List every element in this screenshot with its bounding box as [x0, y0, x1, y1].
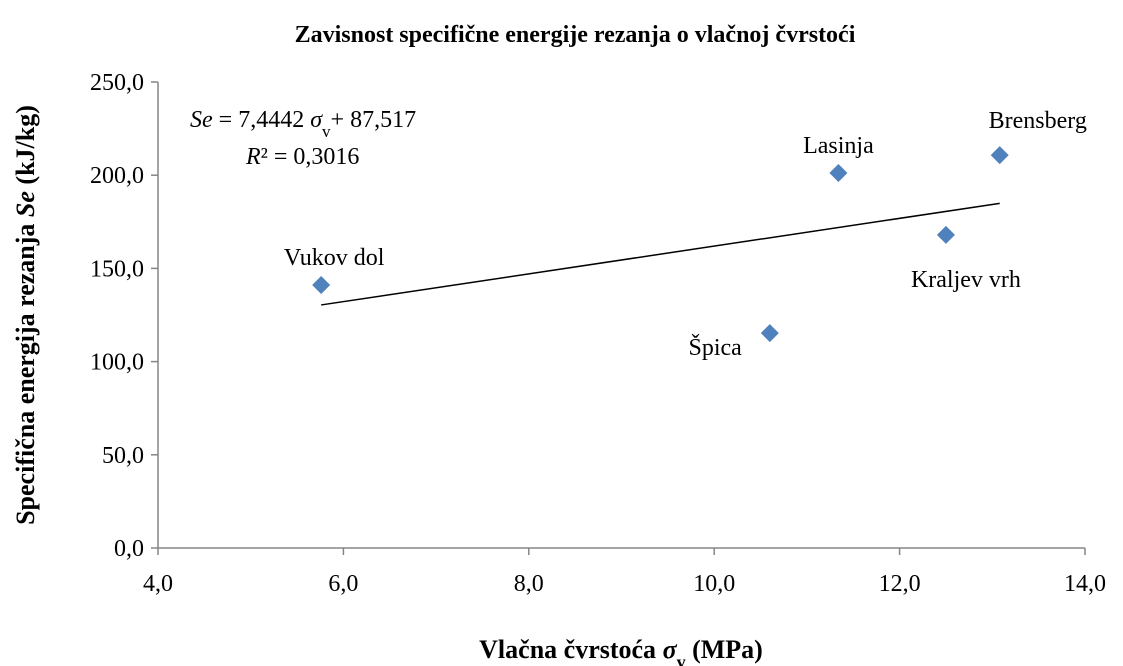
- x-tick-label: 12,0: [879, 571, 921, 597]
- y-tick-label: 250,0: [90, 70, 144, 96]
- trendline: [321, 202, 1000, 306]
- x-tick-label: 10,0: [693, 571, 735, 597]
- x-tick-label: 4,0: [143, 571, 173, 597]
- point: [936, 225, 955, 244]
- point-label: Kraljev vrh: [911, 267, 1021, 293]
- point: [760, 324, 779, 343]
- x-tick-label: 14,0: [1064, 571, 1106, 597]
- y-axis-label: Specifična energija rezanja Se (kJ/kg): [11, 105, 40, 525]
- y-tick-label: 50,0: [102, 443, 144, 469]
- point-label: Špica: [688, 334, 742, 361]
- point: [312, 275, 331, 294]
- x-axis-label: Vlačna čvrstoća σv (MPa): [479, 635, 763, 666]
- point-label: Vukov dol: [284, 245, 385, 271]
- trendline-r2: R² = 0,3016: [245, 144, 359, 170]
- x-tick-label: 6,0: [328, 571, 358, 597]
- y-tick-label: 0,0: [114, 536, 144, 562]
- y-tick-label: 100,0: [90, 350, 144, 376]
- y-tick-label: 200,0: [90, 163, 144, 189]
- x-tick-label: 8,0: [514, 571, 544, 597]
- chart-title: Zavisnost specifične energije rezanja o …: [295, 22, 856, 48]
- y-tick-label: 150,0: [90, 256, 144, 282]
- point: [829, 163, 848, 182]
- point-label: Lasinja: [803, 133, 874, 159]
- point-label: Brensberg: [989, 108, 1087, 134]
- trendline-equation: Se = 7,4442 σv+ 87,517: [190, 107, 416, 141]
- point: [990, 146, 1009, 165]
